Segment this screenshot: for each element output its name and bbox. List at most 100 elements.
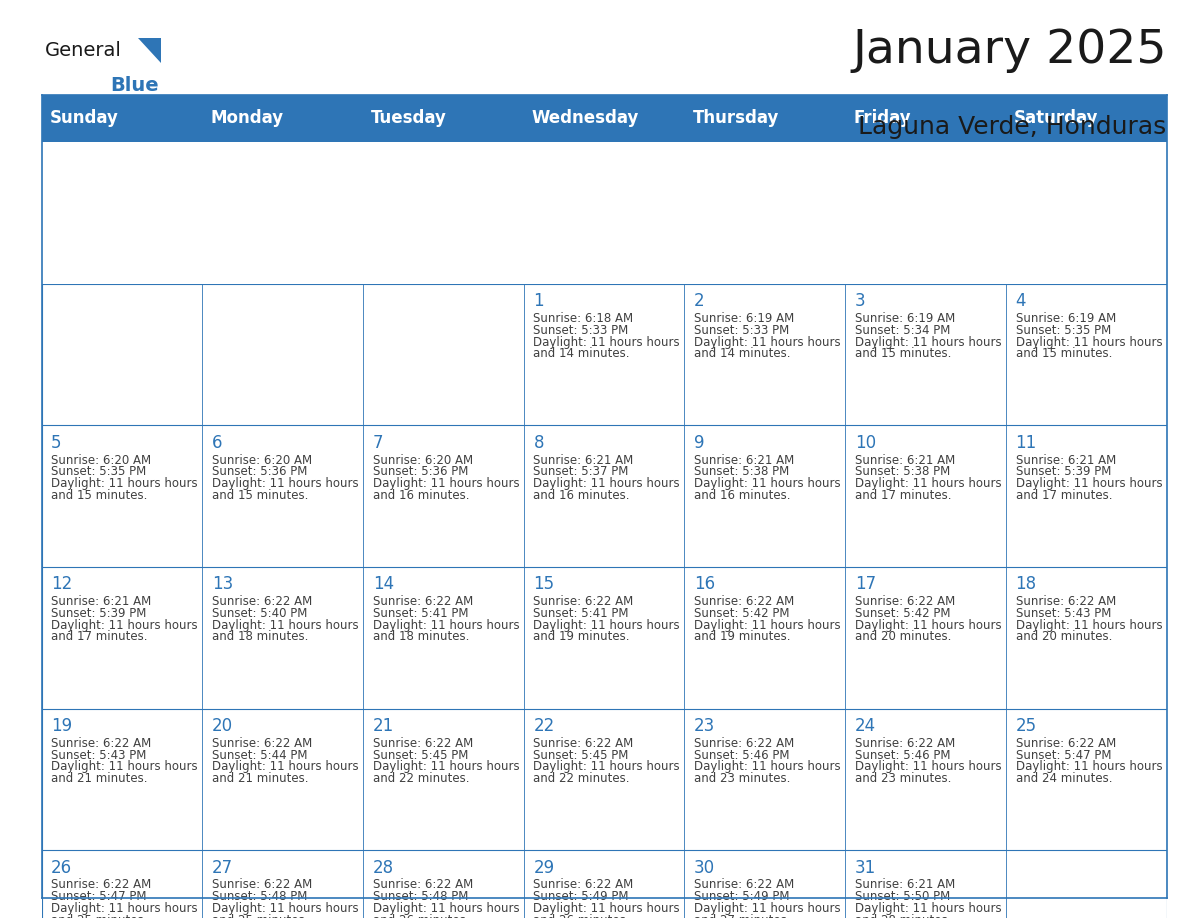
Text: Sunset: 5:36 PM: Sunset: 5:36 PM	[373, 465, 468, 478]
Text: 4: 4	[1016, 292, 1026, 310]
Text: Daylight: 11 hours hours: Daylight: 11 hours hours	[855, 619, 1001, 632]
Text: Sunset: 5:50 PM: Sunset: 5:50 PM	[855, 890, 950, 903]
Text: Sunset: 5:47 PM: Sunset: 5:47 PM	[51, 890, 147, 903]
Text: Sunrise: 6:22 AM: Sunrise: 6:22 AM	[855, 595, 955, 609]
Text: Sunset: 5:35 PM: Sunset: 5:35 PM	[1016, 324, 1111, 337]
Text: and 14 minutes.: and 14 minutes.	[694, 347, 790, 361]
Text: and 19 minutes.: and 19 minutes.	[533, 631, 630, 644]
Text: Sunset: 5:42 PM: Sunset: 5:42 PM	[694, 607, 790, 620]
Text: and 16 minutes.: and 16 minutes.	[373, 489, 469, 502]
Text: Daylight: 11 hours hours: Daylight: 11 hours hours	[855, 760, 1001, 773]
Text: Sunrise: 6:22 AM: Sunrise: 6:22 AM	[533, 595, 633, 609]
Text: Daylight: 11 hours hours: Daylight: 11 hours hours	[1016, 336, 1162, 349]
Text: Daylight: 11 hours hours: Daylight: 11 hours hours	[373, 760, 519, 773]
Text: Sunrise: 6:21 AM: Sunrise: 6:21 AM	[533, 453, 633, 466]
Text: Daylight: 11 hours hours: Daylight: 11 hours hours	[51, 760, 198, 773]
Text: 7: 7	[373, 434, 384, 452]
Text: and 20 minutes.: and 20 minutes.	[1016, 631, 1112, 644]
Text: and 20 minutes.: and 20 minutes.	[855, 631, 952, 644]
Text: Sunset: 5:38 PM: Sunset: 5:38 PM	[855, 465, 950, 478]
Text: Sunset: 5:45 PM: Sunset: 5:45 PM	[533, 748, 628, 762]
Text: and 22 minutes.: and 22 minutes.	[373, 772, 469, 785]
Text: and 28 minutes.: and 28 minutes.	[855, 913, 952, 918]
Text: Daylight: 11 hours hours: Daylight: 11 hours hours	[533, 901, 680, 915]
Text: Sunrise: 6:21 AM: Sunrise: 6:21 AM	[855, 453, 955, 466]
Text: Sunrise: 6:22 AM: Sunrise: 6:22 AM	[694, 737, 795, 750]
Text: 3: 3	[855, 292, 865, 310]
Text: and 17 minutes.: and 17 minutes.	[1016, 489, 1112, 502]
Text: 2: 2	[694, 292, 704, 310]
Text: General: General	[45, 41, 122, 60]
Text: Tuesday: Tuesday	[371, 109, 447, 128]
Text: Daylight: 11 hours hours: Daylight: 11 hours hours	[373, 477, 519, 490]
Text: 25: 25	[1016, 717, 1037, 735]
Text: Sunset: 5:42 PM: Sunset: 5:42 PM	[855, 607, 950, 620]
Text: Sunset: 5:38 PM: Sunset: 5:38 PM	[694, 465, 789, 478]
Text: and 16 minutes.: and 16 minutes.	[533, 489, 630, 502]
Text: Sunset: 5:46 PM: Sunset: 5:46 PM	[694, 748, 790, 762]
Text: Daylight: 11 hours hours: Daylight: 11 hours hours	[533, 760, 680, 773]
Text: Thursday: Thursday	[693, 109, 779, 128]
Text: 30: 30	[694, 858, 715, 877]
Text: and 22 minutes.: and 22 minutes.	[533, 772, 630, 785]
Text: Daylight: 11 hours hours: Daylight: 11 hours hours	[373, 619, 519, 632]
Text: Daylight: 11 hours hours: Daylight: 11 hours hours	[855, 901, 1001, 915]
Text: and 19 minutes.: and 19 minutes.	[694, 631, 790, 644]
Text: Sunrise: 6:20 AM: Sunrise: 6:20 AM	[211, 453, 312, 466]
Text: and 16 minutes.: and 16 minutes.	[694, 489, 790, 502]
Text: Daylight: 11 hours hours: Daylight: 11 hours hours	[533, 336, 680, 349]
Text: and 23 minutes.: and 23 minutes.	[694, 772, 790, 785]
Text: Daylight: 11 hours hours: Daylight: 11 hours hours	[51, 619, 198, 632]
Text: Sunset: 5:41 PM: Sunset: 5:41 PM	[373, 607, 468, 620]
Text: Sunday: Sunday	[50, 109, 119, 128]
Text: and 25 minutes.: and 25 minutes.	[51, 913, 147, 918]
Text: Sunrise: 6:19 AM: Sunrise: 6:19 AM	[694, 312, 795, 325]
Text: and 17 minutes.: and 17 minutes.	[855, 489, 952, 502]
Text: January 2025: January 2025	[852, 28, 1167, 73]
Text: Sunset: 5:41 PM: Sunset: 5:41 PM	[533, 607, 628, 620]
Text: 24: 24	[855, 717, 876, 735]
Text: Sunrise: 6:21 AM: Sunrise: 6:21 AM	[1016, 453, 1116, 466]
Text: Monday: Monday	[210, 109, 284, 128]
Text: 10: 10	[855, 434, 876, 452]
Text: and 26 minutes.: and 26 minutes.	[533, 913, 630, 918]
Text: Daylight: 11 hours hours: Daylight: 11 hours hours	[51, 477, 198, 490]
Text: 13: 13	[211, 576, 233, 593]
Text: 20: 20	[211, 717, 233, 735]
Text: Daylight: 11 hours hours: Daylight: 11 hours hours	[694, 619, 841, 632]
Text: and 15 minutes.: and 15 minutes.	[1016, 347, 1112, 361]
Text: Sunset: 5:48 PM: Sunset: 5:48 PM	[211, 890, 308, 903]
Text: Daylight: 11 hours hours: Daylight: 11 hours hours	[855, 336, 1001, 349]
Text: Daylight: 11 hours hours: Daylight: 11 hours hours	[694, 901, 841, 915]
Text: Daylight: 11 hours hours: Daylight: 11 hours hours	[211, 477, 359, 490]
Text: Sunrise: 6:18 AM: Sunrise: 6:18 AM	[533, 312, 633, 325]
Text: Sunrise: 6:21 AM: Sunrise: 6:21 AM	[51, 595, 152, 609]
Text: Daylight: 11 hours hours: Daylight: 11 hours hours	[1016, 619, 1162, 632]
Text: and 21 minutes.: and 21 minutes.	[51, 772, 147, 785]
Text: Sunset: 5:49 PM: Sunset: 5:49 PM	[694, 890, 790, 903]
Text: Sunset: 5:33 PM: Sunset: 5:33 PM	[533, 324, 628, 337]
Text: Laguna Verde, Honduras: Laguna Verde, Honduras	[859, 115, 1167, 139]
Text: Sunset: 5:43 PM: Sunset: 5:43 PM	[51, 748, 146, 762]
Text: Sunrise: 6:21 AM: Sunrise: 6:21 AM	[855, 879, 955, 891]
Text: Sunset: 5:49 PM: Sunset: 5:49 PM	[533, 890, 628, 903]
Text: Daylight: 11 hours hours: Daylight: 11 hours hours	[211, 901, 359, 915]
Text: 14: 14	[373, 576, 393, 593]
Text: 1: 1	[533, 292, 544, 310]
Text: Sunrise: 6:20 AM: Sunrise: 6:20 AM	[51, 453, 151, 466]
Text: Sunrise: 6:22 AM: Sunrise: 6:22 AM	[51, 879, 152, 891]
Text: Blue: Blue	[110, 76, 159, 95]
Text: Friday: Friday	[853, 109, 911, 128]
Text: 31: 31	[855, 858, 876, 877]
Text: Daylight: 11 hours hours: Daylight: 11 hours hours	[694, 336, 841, 349]
Text: Sunset: 5:47 PM: Sunset: 5:47 PM	[1016, 748, 1111, 762]
Text: Daylight: 11 hours hours: Daylight: 11 hours hours	[211, 760, 359, 773]
Text: Sunrise: 6:22 AM: Sunrise: 6:22 AM	[533, 737, 633, 750]
Text: Sunrise: 6:22 AM: Sunrise: 6:22 AM	[373, 595, 473, 609]
Text: Daylight: 11 hours hours: Daylight: 11 hours hours	[211, 619, 359, 632]
Text: and 24 minutes.: and 24 minutes.	[1016, 772, 1112, 785]
Text: Sunset: 5:34 PM: Sunset: 5:34 PM	[855, 324, 950, 337]
Text: Daylight: 11 hours hours: Daylight: 11 hours hours	[1016, 477, 1162, 490]
Text: Daylight: 11 hours hours: Daylight: 11 hours hours	[855, 477, 1001, 490]
Text: 21: 21	[373, 717, 394, 735]
